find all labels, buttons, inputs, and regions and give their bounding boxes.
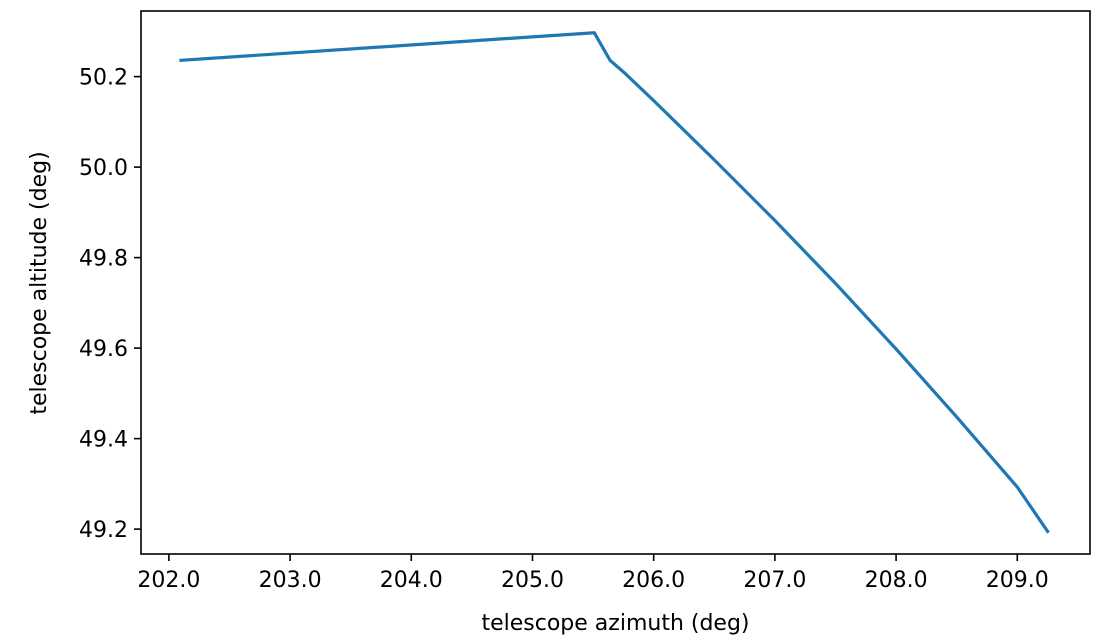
y-tick-label: 49.2 — [79, 518, 128, 543]
series-line — [179, 31, 1050, 534]
x-tick-label: 205.0 — [501, 568, 564, 593]
x-tick-label: 206.0 — [622, 568, 685, 593]
x-tick-label: 209.0 — [986, 568, 1049, 593]
x-tick-label: 202.0 — [137, 568, 200, 593]
y-tick-label: 50.2 — [79, 66, 128, 91]
plot-area — [179, 31, 1050, 534]
y-tick-label: 49.6 — [79, 337, 128, 362]
x-tick-label: 208.0 — [865, 568, 928, 593]
y-tick-label: 50.0 — [79, 156, 128, 181]
y-tick-label: 49.4 — [79, 428, 128, 453]
x-tick-label: 204.0 — [380, 568, 443, 593]
y-tick-label: 49.8 — [79, 247, 128, 272]
x-axis: 202.0 203.0 204.0 205.0 206.0 207.0 208.0 209.0 — [137, 554, 1049, 593]
x-tick-label: 207.0 — [743, 568, 806, 593]
x-axis-label: telescope azimuth (deg) — [481, 611, 749, 636]
y-axis: 49.2 49.4 49.6 49.8 50.0 50.2 — [79, 66, 141, 543]
axes-frame — [140, 10, 1091, 555]
x-tick-label: 203.0 — [259, 568, 322, 593]
y-axis-label: telescope altitude (deg) — [27, 151, 52, 414]
